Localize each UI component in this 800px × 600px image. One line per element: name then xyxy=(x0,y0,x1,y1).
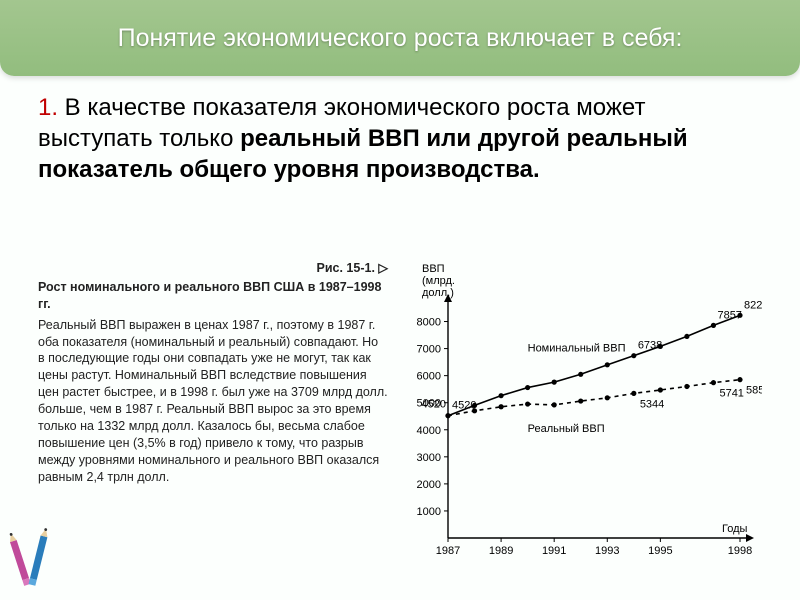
figure-caption-text: Реальный ВВП выражен в ценах 1987 г., по… xyxy=(38,317,388,486)
svg-text:5344: 5344 xyxy=(640,398,664,410)
svg-text:Номинальный ВВП: Номинальный ВВП xyxy=(528,343,626,355)
svg-text:5852: 5852 xyxy=(746,385,762,397)
svg-text:4000: 4000 xyxy=(417,425,441,437)
chart-svg: 1000200030004000500060007000800019871989… xyxy=(398,260,762,570)
pencils-icon xyxy=(6,528,52,594)
svg-text:1995: 1995 xyxy=(648,545,672,557)
svg-text:1989: 1989 xyxy=(489,545,513,557)
svg-text:1998: 1998 xyxy=(728,545,752,557)
slide-header: Понятие экономического роста включает в … xyxy=(0,0,800,76)
svg-text:2000: 2000 xyxy=(417,479,441,491)
svg-text:долл.): долл.) xyxy=(422,287,454,299)
list-number: 1. xyxy=(38,94,58,121)
svg-text:5741: 5741 xyxy=(719,388,743,400)
body-paragraph: 1. В качестве показателя экономического … xyxy=(38,92,762,186)
svg-text:4520: 4520 xyxy=(422,399,446,411)
slide-title: Понятие экономического роста включает в … xyxy=(118,24,683,53)
svg-text:1000: 1000 xyxy=(417,506,441,518)
svg-text:8000: 8000 xyxy=(417,317,441,329)
svg-text:7000: 7000 xyxy=(417,344,441,356)
figure: Рис. 15-1. ▷ Рост номинального и реально… xyxy=(38,260,762,575)
svg-text:1987: 1987 xyxy=(436,545,460,557)
svg-text:6000: 6000 xyxy=(417,371,441,383)
figure-title: Рост номинального и реального ВВП США в … xyxy=(38,279,388,313)
svg-text:1993: 1993 xyxy=(595,545,619,557)
figure-label: Рис. 15-1. ▷ xyxy=(38,260,388,277)
svg-text:3000: 3000 xyxy=(417,452,441,464)
svg-text:Годы: Годы xyxy=(722,523,748,535)
svg-text:(млрд.: (млрд. xyxy=(422,275,455,287)
figure-caption-block: Рис. 15-1. ▷ Рост номинального и реально… xyxy=(38,260,388,575)
svg-text:8229: 8229 xyxy=(744,299,762,311)
svg-text:Реальный ВВП: Реальный ВВП xyxy=(528,423,605,435)
line-chart: 1000200030004000500060007000800019871989… xyxy=(398,260,762,575)
svg-text:1991: 1991 xyxy=(542,545,566,557)
svg-text:ВВП: ВВП xyxy=(422,263,445,275)
